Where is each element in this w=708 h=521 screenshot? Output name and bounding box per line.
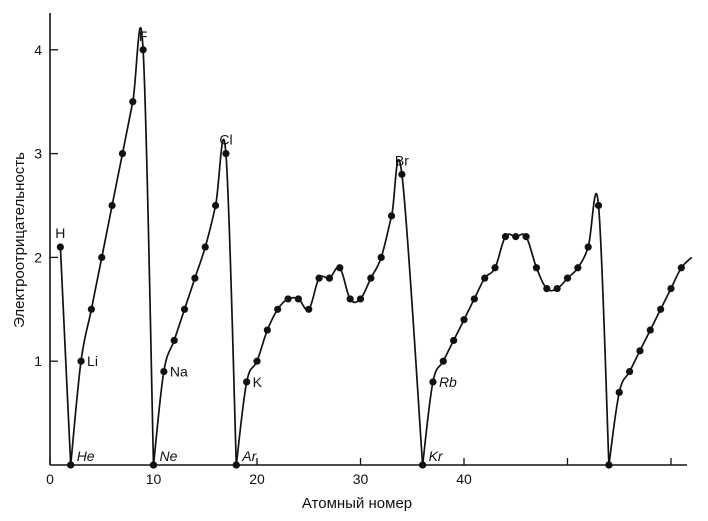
data-point [677,264,685,272]
data-point [243,378,251,386]
data-point [646,326,654,334]
data-point [563,274,572,282]
series-segment [69,27,155,466]
data-point [191,274,199,282]
y-tick-label: 1 [34,353,42,369]
x-tick-label: 0 [46,471,54,487]
data-point [294,295,302,303]
data-point [543,284,551,293]
data-point [636,347,644,355]
data-point [367,274,375,282]
element-label: F [139,28,148,44]
element-label: Ne [160,448,178,464]
data-point [180,305,189,313]
element-label: Li [87,353,98,369]
data-point [315,274,323,282]
data-point [429,378,437,386]
data-point [356,295,365,303]
data-point [450,336,458,345]
element-labels: H Li F Na Cl K Br Rb He Ne Ar Kr [55,28,457,464]
data-point [77,357,85,365]
data-point [67,461,75,469]
data-point [56,243,64,251]
data-point [263,326,271,334]
element-label: He [77,448,95,464]
y-tick-label: 3 [34,146,42,162]
data-point [657,305,665,313]
element-label: Kr [429,448,444,464]
data-point [626,367,634,376]
data-point [387,212,396,220]
data-point [129,98,137,106]
data-point [274,305,282,313]
data-point [253,357,261,365]
data-point [584,243,592,251]
data-point [108,201,116,210]
data-point [170,336,178,345]
data-point [522,233,530,241]
x-tick-label: 40 [456,471,472,487]
data-point [667,284,675,293]
data-point [87,305,95,313]
element-label: H [55,225,65,241]
element-label: Br [395,152,409,168]
data-point [460,316,468,324]
data-point [201,243,209,251]
data-point [346,295,354,303]
data-points [56,46,685,469]
data-point [118,150,127,158]
data-point [470,295,478,303]
x-tick-label: 30 [353,471,369,487]
y-axis-title: Электроотрицательность [11,152,28,328]
element-label: K [253,374,263,390]
data-point [377,253,385,261]
data-point [501,233,509,241]
data-point [594,201,603,210]
data-point [336,264,344,272]
data-point [532,264,541,272]
data-point [491,264,499,272]
data-point [553,284,561,293]
data-point [149,461,158,469]
data-point [232,461,240,469]
data-point [325,274,334,282]
axes: 0 10 20 30 40 1 2 3 4 [34,13,687,487]
y-tick-label: 2 [34,249,42,265]
data-point [439,357,447,365]
x-tick-label: 20 [249,471,265,487]
element-label: Ar [241,448,257,464]
element-label: Cl [219,132,232,148]
series-segment [608,256,693,466]
data-point [160,367,168,376]
data-point [284,295,292,303]
data-point [139,46,147,54]
y-tick-label: 4 [34,42,42,58]
data-point [574,264,582,272]
series-segment [152,138,238,466]
x-tick-label: 10 [146,471,162,487]
series-line [59,27,693,466]
data-point [98,253,106,261]
data-point [615,388,623,396]
data-point [212,201,220,210]
data-point [605,461,613,469]
data-point [481,274,489,282]
element-label: Rb [439,374,457,390]
series-segment [59,246,72,466]
data-point [419,461,427,469]
data-point [512,233,520,241]
x-axis-title: Атомный номер [302,495,412,512]
data-point [305,305,313,313]
data-point [398,170,406,178]
element-label: Na [170,364,188,380]
data-point [222,150,230,158]
series-segment [235,158,424,466]
